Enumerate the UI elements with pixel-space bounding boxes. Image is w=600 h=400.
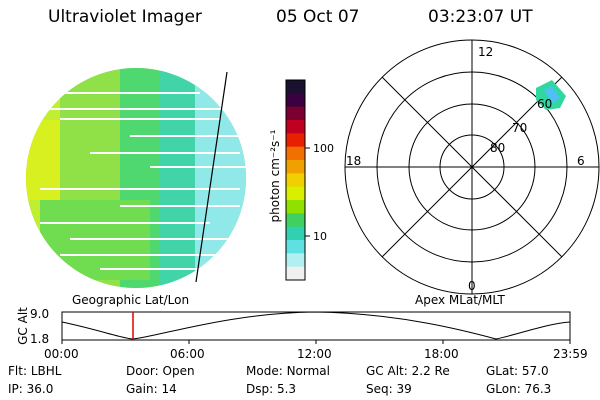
lat-label-80: 80 [490, 141, 505, 155]
mlt-label-0: 0 [468, 279, 476, 293]
status-mode-val: Normal [286, 364, 330, 378]
scan-gap [40, 222, 210, 224]
scan-gap [50, 108, 230, 110]
right-caption: Apex MLat/MLT [415, 293, 505, 307]
status-ip: IP: 36.0 [8, 383, 53, 395]
scan-gap [70, 238, 240, 240]
orbit-ytick-low: 1.8 [30, 332, 49, 346]
color-bar-label-10: 10 [313, 230, 327, 243]
scan-gap [40, 188, 240, 190]
lat-label-60: 60 [537, 97, 552, 111]
color-bar-band [286, 93, 305, 108]
orbit-xtick-0000: 00:00 [44, 347, 79, 361]
orbit-xtick-0600: 06:00 [170, 347, 205, 361]
status-gcalt: GC Alt: 2.2 Re [366, 365, 450, 377]
status-glon: GLon: 76.3 [486, 383, 551, 395]
instrument-title: Ultraviolet Imager [48, 7, 202, 27]
lat-label-70: 70 [512, 121, 527, 135]
status-ip-val: 36.0 [26, 382, 54, 396]
status-flt-key: Flt: [8, 364, 27, 378]
scan-gap [150, 166, 246, 168]
date-label: 05 Oct 07 [276, 7, 360, 27]
color-bar [286, 80, 305, 281]
scan-gap [60, 118, 220, 120]
status-gain: Gain: 14 [126, 383, 177, 395]
status-glat: GLat: 57.0 [486, 365, 549, 377]
orbit-axis-label: GC Alt [16, 307, 30, 345]
color-bar-band [286, 120, 305, 134]
color-bar-band [286, 186, 305, 201]
color-bar-band [286, 200, 305, 214]
scan-gap [100, 268, 230, 270]
orbit-xtick-1800: 18:00 [424, 347, 459, 361]
orbit-frame [61, 311, 571, 341]
terminator-line [195, 71, 228, 283]
orbit-curve [61, 311, 571, 340]
status-flt-val: LBHL [30, 364, 62, 378]
status-glon-key: GLon: [486, 382, 521, 396]
color-bar-unit: photon cm⁻²s⁻¹ [268, 129, 282, 222]
status-gain-val: 14 [161, 382, 177, 396]
status-gcalt-key: GC Alt: [366, 364, 408, 378]
status-door-val: Open [162, 364, 195, 378]
status-gain-key: Gain: [126, 382, 158, 396]
status-glon-val: 76.3 [524, 382, 552, 396]
status-ip-key: IP: [8, 382, 23, 396]
color-bar-band [286, 266, 305, 281]
color-bar-band [286, 146, 305, 161]
polar-plot [344, 39, 600, 295]
status-glat-key: GLat: [486, 364, 519, 378]
color-bar-band [286, 213, 305, 228]
scan-gap [90, 152, 240, 154]
polar-aurora-patch [536, 80, 566, 110]
status-mode: Mode: Normal [246, 365, 330, 377]
scan-gap [40, 92, 200, 94]
status-seq: Seq: 39 [366, 383, 412, 395]
mlt-label-18: 18 [346, 154, 361, 168]
status-gcalt-val: 2.2 Re [411, 364, 450, 378]
color-bar-band [286, 106, 305, 121]
scan-gap [60, 254, 220, 256]
scan-gap [130, 135, 246, 137]
time-label: 03:23:07 UT [428, 7, 533, 27]
status-door: Door: Open [126, 365, 195, 377]
color-bar-band [286, 173, 305, 188]
status-flt: Flt: LBHL [8, 365, 61, 377]
color-bar-band [286, 80, 305, 94]
mlt-label-6: 6 [577, 154, 585, 168]
color-bar-band [286, 240, 305, 254]
color-bar-band [286, 133, 305, 148]
status-seq-val: 39 [396, 382, 412, 396]
orbit-xtick-2359: 23:59 [553, 347, 588, 361]
status-glat-val: 57.0 [521, 364, 549, 378]
color-bar-frame [285, 79, 306, 281]
status-dsp-key: Dsp: [246, 382, 274, 396]
status-mode-key: Mode: [246, 364, 283, 378]
left-caption: Geographic Lat/Lon [72, 293, 189, 307]
status-dsp: Dsp: 5.3 [246, 383, 296, 395]
polar-diagonal-2 [381, 76, 563, 258]
status-seq-key: Seq: [366, 382, 393, 396]
mlt-label-12: 12 [478, 45, 493, 59]
status-door-key: Door: [126, 364, 159, 378]
orbit-ytick-high: 9.0 [30, 307, 49, 321]
color-bar-label-100: 100 [313, 142, 334, 155]
geographic-image [26, 68, 246, 288]
scan-gap [120, 205, 240, 207]
color-bar-band [286, 253, 305, 268]
color-bar-band [286, 160, 305, 174]
orbit-plot [61, 311, 571, 344]
status-dsp-val: 5.3 [276, 382, 297, 396]
color-bar-band [286, 226, 305, 241]
orbit-xtick-1200: 12:00 [297, 347, 332, 361]
